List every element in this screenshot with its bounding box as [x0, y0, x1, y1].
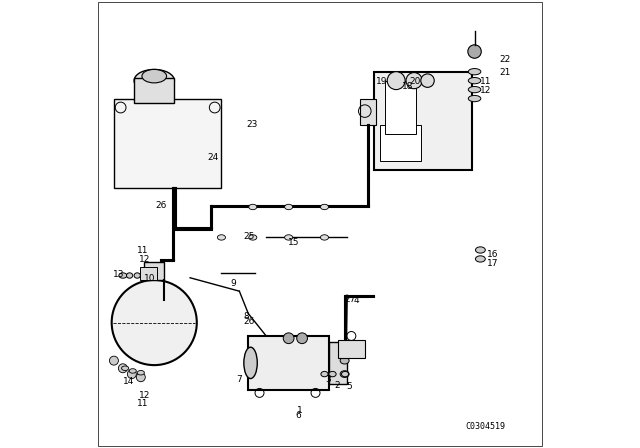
Text: 12: 12 — [139, 255, 150, 264]
Text: 1: 1 — [297, 406, 303, 415]
Text: 11: 11 — [481, 77, 492, 86]
Text: C0304519: C0304519 — [466, 422, 506, 431]
Circle shape — [136, 373, 145, 382]
Ellipse shape — [476, 247, 485, 253]
Text: 11: 11 — [137, 399, 148, 408]
Circle shape — [421, 74, 435, 87]
Ellipse shape — [340, 358, 349, 364]
Circle shape — [112, 280, 197, 365]
Bar — [380, 125, 421, 161]
Ellipse shape — [321, 235, 328, 240]
Ellipse shape — [468, 78, 481, 84]
Ellipse shape — [249, 204, 257, 210]
Ellipse shape — [142, 69, 166, 83]
Ellipse shape — [329, 371, 336, 377]
Text: 23: 23 — [246, 120, 257, 129]
Ellipse shape — [476, 256, 485, 262]
Text: 16: 16 — [486, 250, 498, 259]
Circle shape — [284, 333, 294, 344]
Text: 20: 20 — [410, 77, 421, 86]
Text: 15: 15 — [288, 238, 300, 247]
Text: 6: 6 — [296, 411, 301, 420]
Ellipse shape — [285, 204, 292, 210]
Bar — [338, 340, 365, 358]
Text: 24: 24 — [207, 153, 218, 162]
Text: 22: 22 — [499, 55, 511, 64]
Ellipse shape — [218, 235, 225, 240]
Text: 12: 12 — [139, 391, 150, 400]
Ellipse shape — [340, 371, 349, 377]
Text: 26: 26 — [155, 201, 166, 210]
Text: 19: 19 — [376, 77, 387, 86]
Text: 18: 18 — [401, 82, 413, 90]
Bar — [385, 81, 417, 134]
Ellipse shape — [468, 69, 481, 75]
Text: 13: 13 — [113, 270, 125, 279]
Bar — [329, 342, 347, 384]
Text: 14: 14 — [123, 377, 134, 386]
Text: 17: 17 — [486, 259, 498, 268]
Ellipse shape — [321, 371, 328, 377]
Ellipse shape — [249, 235, 257, 240]
Ellipse shape — [342, 371, 349, 377]
Circle shape — [387, 72, 405, 90]
Bar — [140, 267, 157, 280]
Text: 7: 7 — [236, 375, 241, 384]
Circle shape — [406, 73, 422, 89]
Text: 11: 11 — [137, 246, 148, 255]
Bar — [145, 262, 164, 280]
Text: 9: 9 — [230, 279, 236, 288]
Ellipse shape — [122, 366, 129, 370]
Text: 12: 12 — [481, 86, 492, 95]
Ellipse shape — [468, 86, 481, 93]
Text: 3: 3 — [325, 375, 331, 384]
Ellipse shape — [244, 347, 257, 379]
Bar — [134, 78, 174, 103]
Bar — [374, 72, 472, 170]
Circle shape — [118, 364, 127, 373]
Text: 26: 26 — [243, 317, 254, 326]
Text: 5: 5 — [346, 382, 352, 391]
Circle shape — [127, 370, 136, 379]
Text: 27: 27 — [345, 295, 356, 304]
Ellipse shape — [321, 204, 328, 210]
Ellipse shape — [468, 95, 481, 102]
Ellipse shape — [127, 273, 132, 278]
Polygon shape — [114, 99, 221, 188]
Ellipse shape — [137, 370, 145, 375]
Bar — [248, 336, 329, 390]
Ellipse shape — [134, 273, 140, 278]
Ellipse shape — [129, 369, 136, 373]
Ellipse shape — [285, 235, 292, 240]
Circle shape — [297, 333, 307, 344]
Ellipse shape — [134, 69, 174, 92]
Text: 4: 4 — [353, 296, 359, 305]
Text: 2: 2 — [334, 381, 339, 390]
Text: 21: 21 — [499, 68, 511, 77]
Circle shape — [109, 356, 118, 365]
Ellipse shape — [119, 273, 127, 278]
Bar — [360, 99, 376, 125]
Text: 25: 25 — [244, 232, 255, 241]
Text: 8: 8 — [244, 312, 250, 321]
Circle shape — [468, 45, 481, 58]
Text: 10: 10 — [145, 274, 156, 283]
